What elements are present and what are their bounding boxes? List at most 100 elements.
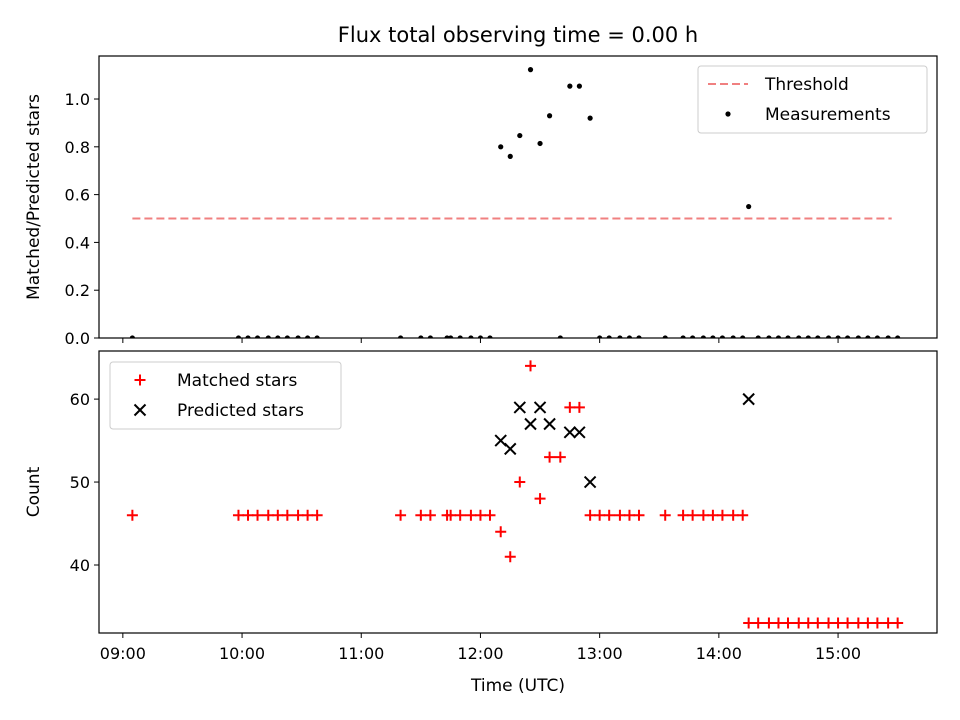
measurements-point: Measurements @ 15:30: 0 <box>895 335 901 338</box>
dot-marker <box>785 335 791 338</box>
x-marker <box>504 442 517 456</box>
top-panel: 0.0 0.2 0.4 0.6 0.8 1.0 Measurements @ 09:05: … <box>65 55 938 348</box>
plus-marker <box>716 509 728 521</box>
measurements-point: Measurements @ 10:33: 0 <box>305 335 311 338</box>
plus-marker <box>126 509 138 521</box>
dot-marker <box>730 335 736 338</box>
plus-marker <box>743 617 755 629</box>
measurements-point: Measurements @ 14:55: 0 <box>825 335 832 338</box>
matched-stars-point: Matched stars @ 14:50: 33 <box>812 617 824 629</box>
dot-marker <box>746 203 752 210</box>
x-tick-label: 12:00 <box>457 644 503 663</box>
top-y-axis-label: Matched/Predicted stars <box>24 94 44 300</box>
plus-marker <box>495 526 507 538</box>
legend: Matched stars Predicted stars <box>109 361 342 430</box>
legend: Threshold Measurements <box>697 65 928 134</box>
dot-marker <box>710 335 716 338</box>
plus-marker <box>474 509 486 521</box>
measurements-point: Measurements @ 14:20: 0 <box>755 335 761 338</box>
matched-stars-point: Matched stars @ 12:20: 50 <box>514 476 526 488</box>
measurements-point: Measurements @ 11:30: 0 <box>418 335 424 338</box>
plus-marker <box>424 509 436 521</box>
measurements-point: Measurements @ 10:28: 0 <box>295 335 301 338</box>
measurements-point: Measurements @ 13:52: 0 <box>700 335 706 338</box>
measurements-point: Measurements @ 15:25: 0 <box>885 335 891 338</box>
dot-marker <box>885 335 891 338</box>
legend-x-swatch <box>133 403 147 417</box>
dot-marker <box>755 335 761 338</box>
plus-marker <box>554 451 566 463</box>
dot-marker <box>617 335 623 338</box>
measurements-point: Measurements @ 12:10: 0.8 <box>498 144 504 150</box>
plus-marker <box>763 617 775 629</box>
measurements-point: Measurements @ 11:20: 0 <box>397 335 404 338</box>
x-marker <box>513 401 526 414</box>
dot-marker <box>626 335 633 338</box>
predicted-stars-point: Predicted stars @ 12:25: 57 <box>524 417 537 431</box>
plot-area: Matched stars @ 09:05: 46 Matched stars @… <box>126 360 904 629</box>
matched-stars-point: Matched stars @ 12:40: 53 <box>554 451 566 463</box>
measurements-point: Measurements @ 14:25: 0 <box>766 335 772 338</box>
plus-marker <box>395 509 407 521</box>
plus-marker <box>292 509 304 521</box>
y-tick-label: 0.8 <box>65 138 90 157</box>
x-tick-label: 09:00 <box>100 644 146 663</box>
matched-stars-point: Matched stars @ 13:05: 46 <box>603 509 615 521</box>
matched-stars-point: Matched stars @ 13:52: 46 <box>697 509 709 521</box>
measurements-point: Measurements @ 12:20: 0.847 <box>517 132 523 139</box>
dot-marker <box>507 153 513 159</box>
plus-marker <box>752 617 764 629</box>
dot-marker <box>235 335 242 338</box>
plus-marker <box>802 617 814 629</box>
matched-stars-point: Matched stars @ 15:05: 33 <box>842 617 854 629</box>
matched-stars-point: Matched stars @ 15:15: 33 <box>862 617 874 629</box>
plus-marker <box>584 509 596 521</box>
y-tick-label: 1.0 <box>65 90 90 109</box>
dot-marker <box>587 115 593 121</box>
dot-marker <box>305 335 311 338</box>
matched-stars-point: Matched stars @ 13:47: 46 <box>687 509 699 521</box>
matched-stars-point: Matched stars @ 15:10: 33 <box>852 617 864 629</box>
x-marker <box>742 392 755 406</box>
x-marker <box>533 401 547 414</box>
plus-marker <box>415 509 427 521</box>
matched-stars-point: Matched stars @ 12:10: 44 <box>495 526 507 538</box>
dot-marker <box>597 335 603 338</box>
measurements-point: Measurements @ 14:12: 0 <box>740 335 746 338</box>
plus-marker <box>707 509 719 521</box>
matched-stars-point: Matched stars @ 10:03: 46 <box>242 509 254 521</box>
plus-marker <box>623 509 635 521</box>
x-marker <box>583 475 597 489</box>
matched-stars-point: Matched stars @ 10:08: 46 <box>252 509 264 521</box>
measurements-point: Measurements @ 13:15: 0 <box>626 335 633 338</box>
dot-marker <box>314 335 320 338</box>
predicted-stars-point: Predicted stars @ 12:45: 56 <box>563 426 577 439</box>
measurements-point: Measurements @ 13:20: 0 <box>636 335 642 338</box>
plus-marker <box>697 509 709 521</box>
dot-marker <box>487 335 493 338</box>
matched-stars-point: Matched stars @ 13:33: 46 <box>659 509 671 521</box>
matched-stars-point: Matched stars @ 14:30: 33 <box>772 617 784 629</box>
measurements-point: Measurements @ 10:03: 0 <box>245 335 251 338</box>
measurements-point: Measurements @ 12:25: 1.123 <box>527 67 534 73</box>
plus-marker <box>262 509 274 521</box>
y-tick-label: 0.0 <box>65 329 90 348</box>
plus-marker <box>871 617 883 629</box>
plus-marker <box>823 617 835 629</box>
matched-stars-point: Matched stars @ 15:30: 33 <box>892 617 904 629</box>
plus-marker <box>242 509 254 521</box>
legend-dot-swatch <box>725 111 731 117</box>
matched-stars-point: Matched stars @ 14:07: 46 <box>727 509 739 521</box>
dot-marker <box>457 335 463 338</box>
dot-marker <box>397 335 404 338</box>
measurements-point: Measurements @ 13:33: 0 <box>662 335 668 338</box>
plus-marker <box>534 493 546 505</box>
matched-stars-point: Matched stars @ 12:55: 46 <box>584 509 596 521</box>
plus-marker <box>812 617 824 629</box>
predicted-stars-point: Predicted stars @ 14:15: 60 <box>742 392 755 406</box>
measurements-point: Measurements @ 10:23: 0 <box>284 335 290 338</box>
plus-marker <box>772 617 784 629</box>
dot-marker <box>284 335 290 338</box>
predicted-stars-point: Predicted stars @ 12:35: 57 <box>543 417 556 431</box>
measurements-point: Measurements @ 09:58: 0 <box>235 335 242 338</box>
